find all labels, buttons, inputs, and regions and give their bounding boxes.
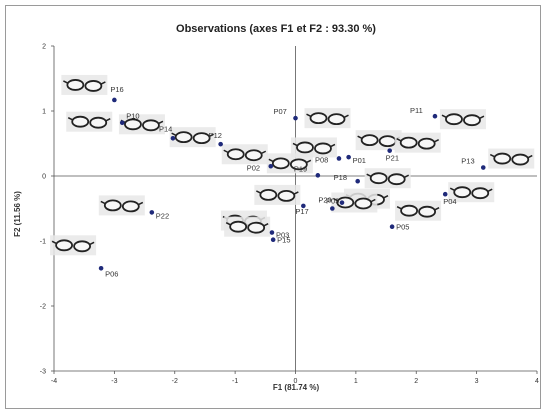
eyeglasses-icon — [61, 74, 108, 95]
point-label-p19: P19 — [294, 164, 307, 173]
x-tick-label: 1 — [354, 378, 358, 385]
x-tick-label: 2 — [414, 378, 418, 385]
y-axis-label: F2 (11.56 %) — [13, 191, 22, 237]
x-axis-label: F1 (81.74 %) — [273, 383, 320, 392]
x-tick-label: -2 — [172, 378, 178, 385]
y-tick-label: 2 — [42, 44, 46, 51]
point-label-p10: P10 — [126, 112, 139, 121]
point-label-p16: P16 — [110, 85, 123, 94]
data-point-p21 — [387, 148, 392, 153]
eyeglasses-icon — [290, 137, 337, 158]
y-tick-label: -1 — [40, 239, 46, 246]
chart-title: Observations (axes F1 et F2 : 93.30 %) — [176, 23, 376, 35]
data-point-p12 — [218, 141, 223, 147]
data-point-p13 — [480, 165, 486, 170]
point-label-p11: P11 — [410, 106, 423, 115]
y-tick-label: -3 — [40, 369, 46, 376]
point-label-p09: P09 — [326, 197, 339, 206]
eyeglasses-icon — [266, 153, 313, 174]
data-point-p08 — [336, 156, 342, 161]
data-point-p01 — [346, 154, 351, 160]
data-point-p07 — [293, 115, 298, 121]
eyeglasses-icon — [169, 127, 216, 148]
scatter-chart: Observations (axes F1 et F2 : 93.30 %) F… — [13, 23, 539, 392]
eyeglasses-icon — [118, 114, 165, 135]
data-point-p14 — [170, 136, 176, 141]
point-label-p14: P14 — [159, 124, 172, 133]
eyeglasses-icon — [488, 148, 535, 169]
eyeglasses-icon — [395, 200, 442, 221]
point-label-p06: P06 — [105, 269, 118, 278]
point-label-p07: P07 — [274, 107, 287, 116]
point-label-p05: P05 — [396, 223, 409, 232]
point-label-p04: P04 — [443, 197, 456, 206]
x-tick-label: -4 — [51, 378, 57, 385]
data-point-p02 — [268, 163, 274, 169]
eyeglasses-icon — [331, 192, 378, 213]
data-point-p17 — [301, 203, 306, 209]
data-point-p03 — [269, 230, 275, 235]
eyeglasses-icon — [304, 108, 351, 129]
y-tick-label: -2 — [40, 304, 46, 311]
point-label-p12: P12 — [209, 131, 222, 140]
y-tick-label: 0 — [42, 174, 46, 181]
data-point-p10 — [119, 120, 125, 125]
data-point-p06 — [98, 266, 104, 271]
point-label-p22: P22 — [156, 211, 169, 220]
point-label-p20: P20 — [318, 196, 331, 205]
y-tick-label: 1 — [42, 109, 46, 116]
eyeglasses-icon — [254, 184, 301, 205]
data-point-p19 — [315, 173, 321, 178]
point-label-p18: P18 — [334, 173, 347, 182]
x-tick-label: 4 — [535, 378, 539, 385]
data-point-p05 — [389, 224, 395, 229]
point-label-p13: P13 — [461, 157, 474, 166]
eyeglasses-icon — [364, 168, 411, 189]
x-tick-label: -3 — [111, 378, 117, 385]
data-point-p11 — [432, 113, 438, 119]
point-label-p01: P01 — [353, 156, 366, 165]
eyeglasses-icon — [221, 144, 268, 165]
point-label-p21: P21 — [386, 154, 399, 163]
eyeglasses-icon — [439, 109, 486, 130]
eyeglasses-icon — [50, 235, 97, 256]
point-label-p15: P15 — [277, 236, 290, 245]
eyeglasses-icon — [448, 182, 495, 203]
x-tick-label: 3 — [475, 378, 479, 385]
data-point-p20 — [330, 206, 335, 211]
point-label-p02: P02 — [247, 163, 260, 172]
x-tick-label: 0 — [294, 378, 298, 385]
point-label-p08: P08 — [315, 155, 328, 164]
data-point-p16 — [112, 97, 117, 103]
data-point-p04 — [442, 191, 448, 197]
chart-frame: Observations (axes F1 et F2 : 93.30 %) F… — [5, 5, 541, 409]
eyeglasses-icon — [98, 195, 145, 216]
data-point-p22 — [149, 210, 155, 215]
data-point-p18 — [355, 178, 360, 184]
point-label-p03: P03 — [276, 231, 289, 240]
eyeglasses-icon — [394, 132, 441, 153]
point-label-p17: P17 — [295, 207, 308, 216]
x-tick-label: -1 — [232, 378, 238, 385]
data-point-p09 — [339, 200, 345, 205]
eyeglasses-icon — [66, 111, 113, 132]
data-point-p15 — [270, 237, 276, 242]
eyeglasses-icon — [224, 216, 271, 237]
